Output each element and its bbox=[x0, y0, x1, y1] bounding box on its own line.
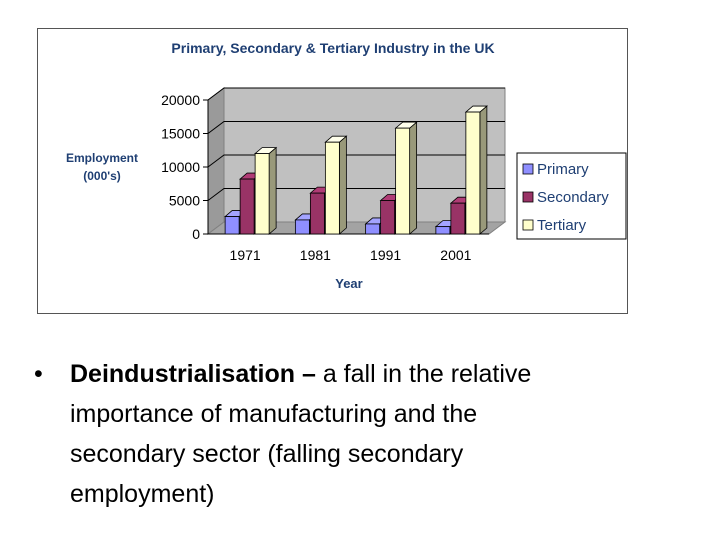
bar-side bbox=[268, 146, 277, 235]
x-tick-label: 1971 bbox=[230, 247, 261, 263]
legend-swatch bbox=[522, 163, 534, 175]
bar-side bbox=[338, 135, 347, 235]
legend-label: Secondary bbox=[537, 189, 609, 206]
bullet-line-1: • Deindustrialisation – a fall in the re… bbox=[34, 354, 674, 394]
y-tick-label: 0 bbox=[192, 226, 200, 242]
bar-side bbox=[409, 121, 418, 235]
y-tick-label: 15000 bbox=[161, 126, 200, 142]
y-tick-label: 5000 bbox=[169, 193, 200, 209]
gridline bbox=[207, 121, 505, 134]
legend-swatch bbox=[522, 191, 534, 203]
bullet-line-3: secondary sector (falling secondary bbox=[34, 434, 674, 474]
bar-tertiary bbox=[395, 127, 411, 235]
legend-swatch bbox=[522, 219, 534, 231]
y-tick-label: 20000 bbox=[161, 92, 200, 108]
bar-tertiary bbox=[254, 153, 270, 235]
bar-primary bbox=[365, 223, 381, 235]
bullet-point: • bbox=[34, 360, 43, 388]
y-axis-title: (000's) bbox=[83, 169, 121, 183]
legend-label: Tertiary bbox=[537, 217, 587, 234]
legend-label: Primary bbox=[537, 161, 589, 178]
bullet-continuation: secondary sector (falling secondary bbox=[70, 440, 464, 468]
bar-secondary bbox=[450, 202, 466, 235]
bullet-definition: a fall in the relative bbox=[315, 360, 532, 388]
bar-secondary bbox=[380, 200, 396, 235]
bar-secondary bbox=[239, 178, 255, 235]
bullet-line-2: importance of manufacturing and the bbox=[34, 394, 674, 434]
x-tick-label: 1991 bbox=[370, 247, 401, 263]
bar-side bbox=[479, 105, 488, 235]
chart-frame: Primary, Secondary & Tertiary Industry i… bbox=[37, 28, 628, 314]
bar-tertiary bbox=[324, 141, 340, 235]
bar-primary bbox=[294, 219, 310, 235]
bar-secondary bbox=[309, 192, 325, 235]
x-tick-label: 2001 bbox=[440, 247, 471, 263]
bullet-continuation: importance of manufacturing and the bbox=[70, 400, 478, 428]
bullet-text: Deindustrialisation – a fall in the rela… bbox=[70, 354, 531, 394]
y-tick-label: 10000 bbox=[161, 159, 200, 175]
bar-primary bbox=[224, 216, 240, 235]
chart-title: Primary, Secondary & Tertiary Industry i… bbox=[171, 40, 494, 56]
chart-svg: Primary, Secondary & Tertiary Industry i… bbox=[66, 40, 627, 291]
x-tick-label: 1981 bbox=[300, 247, 331, 263]
bar-primary bbox=[435, 226, 451, 235]
bullet-term: Deindustrialisation – bbox=[70, 360, 316, 388]
bar-tertiary bbox=[465, 111, 481, 235]
gridline bbox=[207, 87, 505, 101]
bullet-text-block: • Deindustrialisation – a fall in the re… bbox=[34, 354, 674, 514]
legend-box bbox=[516, 152, 627, 240]
bullet-continuation: employment) bbox=[70, 480, 215, 508]
y-axis-title: Employment bbox=[66, 151, 138, 165]
bullet-line-4: employment) bbox=[34, 474, 674, 514]
x-axis-title: Year bbox=[335, 276, 362, 291]
